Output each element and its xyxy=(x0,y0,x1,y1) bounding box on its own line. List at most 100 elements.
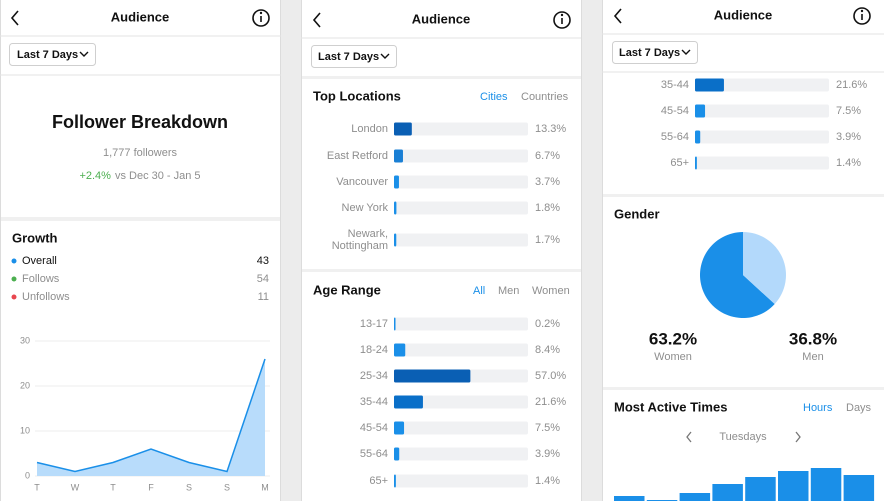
section-gap xyxy=(1,217,280,221)
period-dropdown[interactable]: Last 7 Days xyxy=(612,41,698,64)
bar-track xyxy=(394,201,528,215)
bar-track xyxy=(695,156,829,170)
bar-track xyxy=(394,149,528,163)
screen-title: Audience xyxy=(714,7,773,22)
value-label: 1.7% xyxy=(535,234,560,246)
screen-panel xyxy=(301,0,582,501)
pie-slice xyxy=(700,232,775,318)
value-label: 7.5% xyxy=(535,422,560,434)
screen-panel xyxy=(0,0,281,501)
category-label: New York xyxy=(341,202,388,214)
bar-track xyxy=(394,474,528,488)
bar xyxy=(695,130,701,144)
category-label: Newark, Nottingham xyxy=(331,228,388,252)
bar xyxy=(614,496,645,501)
legend-value: 43 xyxy=(257,255,269,267)
category-label-box: London xyxy=(351,123,388,135)
bar xyxy=(695,78,724,92)
back-button[interactable] xyxy=(613,8,622,24)
prev-day[interactable] xyxy=(686,431,692,443)
bar xyxy=(394,233,397,247)
bar xyxy=(695,104,706,118)
pie-category-label: Men xyxy=(802,351,823,363)
legend-name: Follows xyxy=(22,273,60,285)
change-line: +2.4% vs Dec 30 - Jan 5 xyxy=(79,170,200,182)
bar-track xyxy=(695,130,829,144)
x-tick-label: F xyxy=(148,482,154,492)
value-label: 3.9% xyxy=(535,448,560,460)
y-tick-label: 20 xyxy=(20,380,30,390)
change-value: +2.4% xyxy=(79,170,111,182)
section-gap xyxy=(302,76,581,79)
bar-track xyxy=(394,122,528,136)
dropdown-label: Last 7 Days xyxy=(17,49,78,61)
breakdown-title: Follower Breakdown xyxy=(52,112,228,132)
category-label: 25-34 xyxy=(360,370,388,382)
pie-category-label: Women xyxy=(654,351,692,363)
bar xyxy=(745,477,776,501)
tab[interactable]: Women xyxy=(532,285,570,297)
bar xyxy=(394,201,397,215)
tab[interactable]: All xyxy=(473,285,485,297)
day-label: Tuesdays xyxy=(719,431,767,443)
section-title: Most Active Times xyxy=(614,399,727,414)
tab[interactable]: Countries xyxy=(521,91,569,103)
tab[interactable]: Days xyxy=(846,402,872,414)
category-label-box: Newark, Nottingham xyxy=(331,228,388,252)
value-label: 21.6% xyxy=(836,79,867,91)
x-tick-label: M xyxy=(261,482,269,492)
x-tick-label: W xyxy=(71,482,80,492)
bar xyxy=(394,474,396,488)
info-button[interactable] xyxy=(853,7,871,25)
section-title: Top Locations xyxy=(313,88,401,103)
category-label: 55-64 xyxy=(360,448,388,460)
category-label: East Retford xyxy=(326,150,388,162)
value-label: 8.4% xyxy=(535,344,560,356)
category-label: 55-64 xyxy=(661,131,689,143)
category-label: 45-54 xyxy=(360,422,388,434)
info-button[interactable] xyxy=(553,11,571,29)
info-button[interactable] xyxy=(252,9,270,27)
category-label-box: East Retford xyxy=(326,150,388,162)
value-label: 57.0% xyxy=(535,370,566,382)
tab[interactable]: Men xyxy=(498,285,519,297)
period-dropdown[interactable]: Last 7 Days xyxy=(9,43,96,66)
tab[interactable]: Cities xyxy=(480,91,508,103)
bar-track xyxy=(394,343,528,357)
bar xyxy=(394,421,405,435)
bar-track xyxy=(394,233,528,247)
category-label: 13-17 xyxy=(360,318,388,330)
back-button[interactable] xyxy=(10,10,19,26)
bar xyxy=(843,475,875,501)
legend-dot xyxy=(11,294,17,300)
value-label: 7.5% xyxy=(836,105,861,117)
legend-value: 11 xyxy=(258,291,269,303)
y-tick-label: 30 xyxy=(20,335,30,345)
x-tick-label: S xyxy=(186,482,192,492)
bar xyxy=(394,149,403,163)
bar-track xyxy=(695,78,829,92)
next-day[interactable] xyxy=(795,431,801,443)
category-label: Vancouver xyxy=(336,176,388,188)
period-dropdown[interactable]: Last 7 Days xyxy=(311,45,397,68)
section-gap xyxy=(603,194,884,197)
x-tick-label: T xyxy=(110,482,116,492)
pie-slice xyxy=(743,232,787,305)
bar xyxy=(679,493,711,501)
bar xyxy=(394,317,396,331)
category-label: 35-44 xyxy=(661,79,689,91)
bar xyxy=(394,122,412,136)
section-title: Gender xyxy=(614,206,660,221)
dropdown-label: Last 7 Days xyxy=(318,51,379,63)
y-tick-label: 10 xyxy=(20,425,30,435)
value-label: 21.6% xyxy=(535,396,566,408)
value-label: 1.4% xyxy=(836,157,861,169)
category-label-box: Vancouver xyxy=(336,176,388,188)
bar xyxy=(810,468,842,501)
value-label: 0.2% xyxy=(535,318,560,330)
value-label: 6.7% xyxy=(535,150,560,162)
pie-value-label: 63.2% xyxy=(649,329,697,348)
tab[interactable]: Hours xyxy=(803,402,833,414)
back-button[interactable] xyxy=(312,12,321,28)
